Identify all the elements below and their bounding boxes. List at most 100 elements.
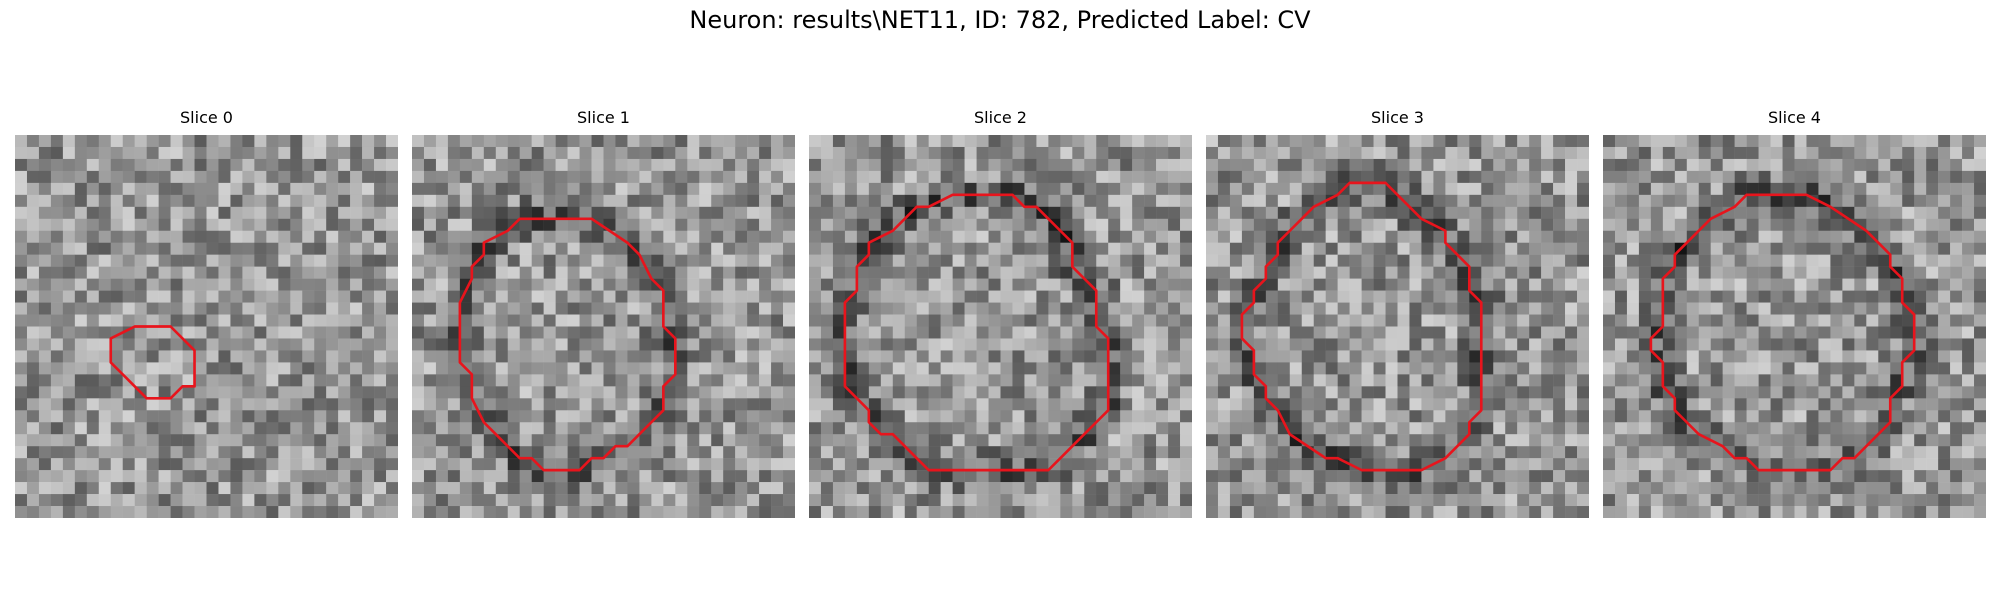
pixel bbox=[1854, 195, 1866, 207]
pixel bbox=[338, 494, 350, 506]
pixel bbox=[484, 386, 496, 398]
pixel bbox=[1783, 410, 1795, 422]
pixel bbox=[15, 446, 27, 458]
pixel bbox=[1493, 135, 1505, 147]
pixel bbox=[171, 207, 183, 219]
pixel bbox=[783, 183, 795, 195]
pixel bbox=[1326, 434, 1338, 446]
pixel bbox=[230, 255, 242, 267]
pixel bbox=[1001, 291, 1013, 303]
pixel bbox=[532, 207, 544, 219]
pixel bbox=[1842, 398, 1854, 410]
pixel bbox=[1012, 279, 1024, 291]
pixel bbox=[1206, 327, 1218, 339]
pixel bbox=[1493, 159, 1505, 171]
pixel bbox=[27, 422, 39, 434]
pixel bbox=[63, 482, 75, 494]
pixel bbox=[1120, 243, 1132, 255]
pixel bbox=[242, 362, 254, 374]
pixel bbox=[374, 410, 386, 422]
pixel bbox=[39, 315, 51, 327]
pixel bbox=[1242, 279, 1254, 291]
pixel bbox=[51, 315, 63, 327]
pixel bbox=[1914, 255, 1926, 267]
pixel bbox=[881, 362, 893, 374]
pixel bbox=[604, 422, 616, 434]
pixel bbox=[1001, 207, 1013, 219]
pixel bbox=[1878, 303, 1890, 315]
pixel bbox=[183, 255, 195, 267]
pixel bbox=[532, 446, 544, 458]
pixel bbox=[338, 434, 350, 446]
pixel bbox=[195, 183, 207, 195]
pixel bbox=[87, 350, 99, 362]
pixel bbox=[1290, 135, 1302, 147]
pixel bbox=[1747, 159, 1759, 171]
pixel bbox=[1830, 422, 1842, 434]
pixel bbox=[1144, 315, 1156, 327]
pixel bbox=[833, 243, 845, 255]
pixel bbox=[412, 183, 424, 195]
pixel bbox=[615, 219, 627, 231]
pixel bbox=[929, 327, 941, 339]
pixel bbox=[484, 446, 496, 458]
pixel bbox=[783, 506, 795, 518]
pixel bbox=[460, 374, 472, 386]
pixel bbox=[1723, 231, 1735, 243]
pixel bbox=[965, 446, 977, 458]
pixel bbox=[1747, 398, 1759, 410]
pixel bbox=[1541, 159, 1553, 171]
pixel bbox=[989, 458, 1001, 470]
pixel bbox=[544, 159, 556, 171]
pixel bbox=[965, 482, 977, 494]
pixel bbox=[123, 171, 135, 183]
pixel bbox=[520, 494, 532, 506]
pixel bbox=[989, 135, 1001, 147]
pixel bbox=[1290, 243, 1302, 255]
pixel bbox=[1759, 303, 1771, 315]
pixel bbox=[869, 386, 881, 398]
pixel bbox=[1974, 159, 1986, 171]
pixel bbox=[460, 398, 472, 410]
pixel bbox=[207, 458, 219, 470]
pixel bbox=[1639, 362, 1651, 374]
pixel bbox=[1314, 350, 1326, 362]
pixel bbox=[1120, 338, 1132, 350]
pixel bbox=[1084, 410, 1096, 422]
pixel bbox=[1878, 338, 1890, 350]
pixel bbox=[1230, 350, 1242, 362]
pixel bbox=[544, 470, 556, 482]
pixel bbox=[1409, 374, 1421, 386]
pixel bbox=[857, 243, 869, 255]
pixel bbox=[242, 171, 254, 183]
pixel bbox=[1242, 327, 1254, 339]
pixel bbox=[1132, 482, 1144, 494]
pixel bbox=[1806, 255, 1818, 267]
pixel bbox=[508, 231, 520, 243]
pixel bbox=[771, 303, 783, 315]
pixel bbox=[759, 362, 771, 374]
pixel bbox=[845, 195, 857, 207]
pixel bbox=[580, 494, 592, 506]
pixel bbox=[460, 315, 472, 327]
pixel bbox=[821, 374, 833, 386]
pixel bbox=[1938, 147, 1950, 159]
pixel bbox=[496, 219, 508, 231]
pixel bbox=[1445, 207, 1457, 219]
pixel bbox=[135, 171, 147, 183]
pixel bbox=[195, 482, 207, 494]
pixel bbox=[195, 147, 207, 159]
pixel bbox=[989, 279, 1001, 291]
pixel bbox=[1878, 255, 1890, 267]
pixel bbox=[592, 291, 604, 303]
pixel bbox=[1663, 195, 1675, 207]
pixel bbox=[171, 422, 183, 434]
pixel bbox=[1230, 398, 1242, 410]
pixel bbox=[544, 374, 556, 386]
pixel bbox=[592, 267, 604, 279]
pixel bbox=[1398, 410, 1410, 422]
pixel bbox=[1493, 303, 1505, 315]
pixel bbox=[711, 506, 723, 518]
pixel bbox=[881, 303, 893, 315]
pixel bbox=[508, 506, 520, 518]
